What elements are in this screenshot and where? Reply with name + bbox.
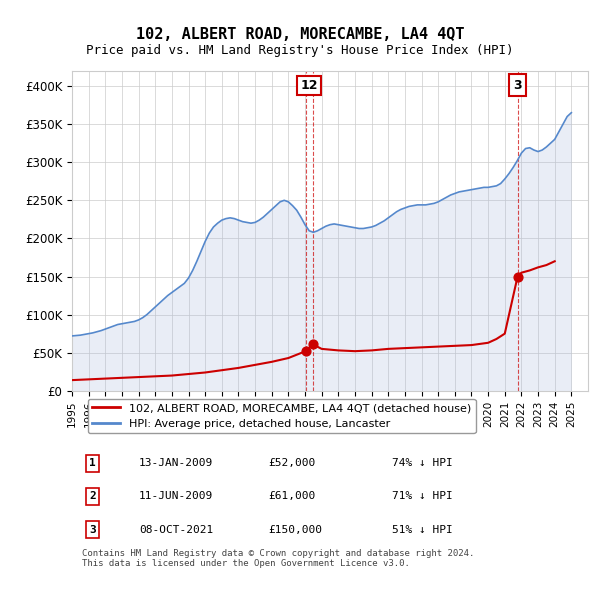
Text: 3: 3 [513, 78, 522, 91]
Text: 1: 1 [89, 458, 96, 468]
Text: 08-OCT-2021: 08-OCT-2021 [139, 525, 214, 535]
Text: 11-JUN-2009: 11-JUN-2009 [139, 491, 214, 502]
Text: 13-JAN-2009: 13-JAN-2009 [139, 458, 214, 468]
Point [513, 272, 523, 281]
Text: 2: 2 [89, 491, 96, 502]
Text: 12: 12 [301, 78, 318, 91]
Text: 71% ↓ HPI: 71% ↓ HPI [392, 491, 452, 502]
Text: £52,000: £52,000 [268, 458, 316, 468]
Text: 102, ALBERT ROAD, MORECAMBE, LA4 4QT: 102, ALBERT ROAD, MORECAMBE, LA4 4QT [136, 27, 464, 41]
Text: 74% ↓ HPI: 74% ↓ HPI [392, 458, 452, 468]
Text: 3: 3 [89, 525, 96, 535]
Point [308, 340, 317, 349]
Text: Price paid vs. HM Land Registry's House Price Index (HPI): Price paid vs. HM Land Registry's House … [86, 44, 514, 57]
Point [301, 346, 310, 356]
Text: Contains HM Land Registry data © Crown copyright and database right 2024.
This d: Contains HM Land Registry data © Crown c… [82, 549, 475, 568]
Text: £61,000: £61,000 [268, 491, 316, 502]
Text: £150,000: £150,000 [268, 525, 322, 535]
Legend: 102, ALBERT ROAD, MORECAMBE, LA4 4QT (detached house), HPI: Average price, detac: 102, ALBERT ROAD, MORECAMBE, LA4 4QT (de… [88, 399, 476, 433]
Text: 51% ↓ HPI: 51% ↓ HPI [392, 525, 452, 535]
